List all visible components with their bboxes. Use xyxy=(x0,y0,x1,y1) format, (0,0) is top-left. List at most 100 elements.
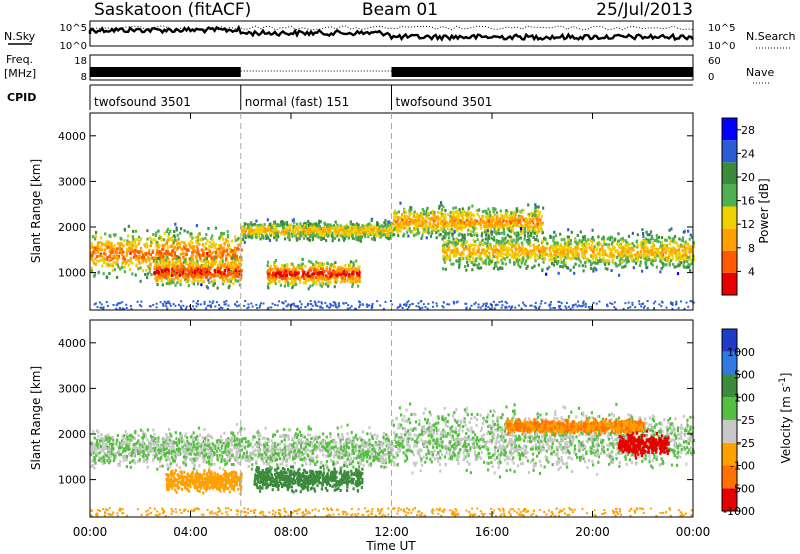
power-cell xyxy=(468,246,471,249)
power-cell xyxy=(214,250,217,254)
power-cell xyxy=(641,240,645,244)
power-cell xyxy=(293,227,296,231)
power-cell xyxy=(455,217,458,221)
power-cell xyxy=(587,257,590,261)
power-cell xyxy=(660,246,663,250)
power-cell xyxy=(473,233,476,237)
power-cell xyxy=(292,227,295,231)
power-cell xyxy=(663,257,666,261)
power-cell xyxy=(206,260,210,264)
power-cell xyxy=(400,222,403,226)
power-cell xyxy=(448,254,452,258)
power-cell xyxy=(163,264,166,268)
power-cell xyxy=(148,258,151,262)
power-cell xyxy=(456,250,459,254)
power-cell xyxy=(514,212,517,216)
power-cell xyxy=(142,269,145,273)
power-cell xyxy=(449,216,452,220)
power-cell xyxy=(324,229,327,233)
power-cell xyxy=(309,277,312,281)
power-cell xyxy=(211,234,214,238)
power-cell xyxy=(548,265,551,269)
power-cell xyxy=(319,230,322,234)
power-cell xyxy=(591,240,594,244)
power-cell xyxy=(583,261,586,265)
power-cell xyxy=(442,254,445,258)
power-cell xyxy=(492,207,495,210)
power-cell xyxy=(536,246,539,250)
power-cell xyxy=(595,261,598,265)
power-cell xyxy=(609,235,613,239)
power-cell xyxy=(484,237,487,241)
power-cell xyxy=(172,241,175,244)
power-cell xyxy=(213,257,216,261)
power-cell xyxy=(339,272,342,276)
power-cell xyxy=(447,245,450,249)
power-cell xyxy=(106,243,109,247)
power-cell xyxy=(114,247,117,251)
power-cell xyxy=(477,208,480,212)
power-cell xyxy=(331,226,334,230)
power-cell xyxy=(400,218,403,222)
power-cell xyxy=(383,228,386,232)
power-cell xyxy=(418,231,421,235)
power-cell xyxy=(467,256,470,260)
power-cell xyxy=(221,251,224,255)
power-cell xyxy=(221,255,224,259)
power-cell xyxy=(155,260,159,264)
power-cell xyxy=(475,227,478,231)
power-cell xyxy=(149,263,152,267)
power-cell xyxy=(114,256,117,260)
power-cell xyxy=(284,281,287,285)
power-cell xyxy=(157,267,160,271)
power-cell xyxy=(199,275,202,279)
power-cell xyxy=(490,230,493,234)
power-cell xyxy=(221,274,224,278)
power-cell xyxy=(186,262,189,266)
power-cell xyxy=(560,260,563,264)
power-cell xyxy=(207,244,211,248)
power-cell xyxy=(488,254,492,258)
power-cell xyxy=(350,224,353,228)
power-cell xyxy=(164,262,168,266)
power-cell xyxy=(264,234,267,238)
power-cell xyxy=(179,252,182,256)
power-cell xyxy=(257,230,260,234)
power-cell xyxy=(460,238,463,242)
nsearch-label: N.Search xyxy=(746,30,796,43)
power-cell xyxy=(116,251,119,255)
power-cell xyxy=(534,206,537,210)
power-cell xyxy=(512,256,516,260)
power-cell xyxy=(692,241,695,245)
power-cell xyxy=(493,224,496,228)
power-cell xyxy=(422,231,425,234)
power-cell xyxy=(568,256,571,260)
power-cell xyxy=(465,219,468,223)
power-cell xyxy=(115,259,119,263)
power-cell xyxy=(357,226,360,230)
power-cell xyxy=(432,212,435,216)
power-cell xyxy=(378,228,381,232)
power-cell xyxy=(644,250,647,253)
power-cell xyxy=(474,221,477,225)
power-cell xyxy=(493,227,496,231)
power-cell xyxy=(273,236,276,240)
power-cell xyxy=(456,223,460,227)
power-cell xyxy=(606,267,609,271)
power-cell xyxy=(194,235,197,239)
power-cell xyxy=(521,215,524,219)
power-cell xyxy=(347,231,350,235)
power-cell xyxy=(455,238,458,242)
power-cell xyxy=(283,264,286,268)
power-cell xyxy=(281,230,284,234)
power-cell xyxy=(456,242,459,246)
power-cell xyxy=(466,264,469,267)
power-cell xyxy=(689,248,692,251)
power-cell xyxy=(333,280,336,284)
power-cell xyxy=(510,211,513,215)
power-cell xyxy=(300,234,303,238)
power-cell xyxy=(449,219,452,223)
power-cell xyxy=(503,242,506,246)
power-cell xyxy=(546,241,549,245)
power-cell xyxy=(185,253,188,257)
